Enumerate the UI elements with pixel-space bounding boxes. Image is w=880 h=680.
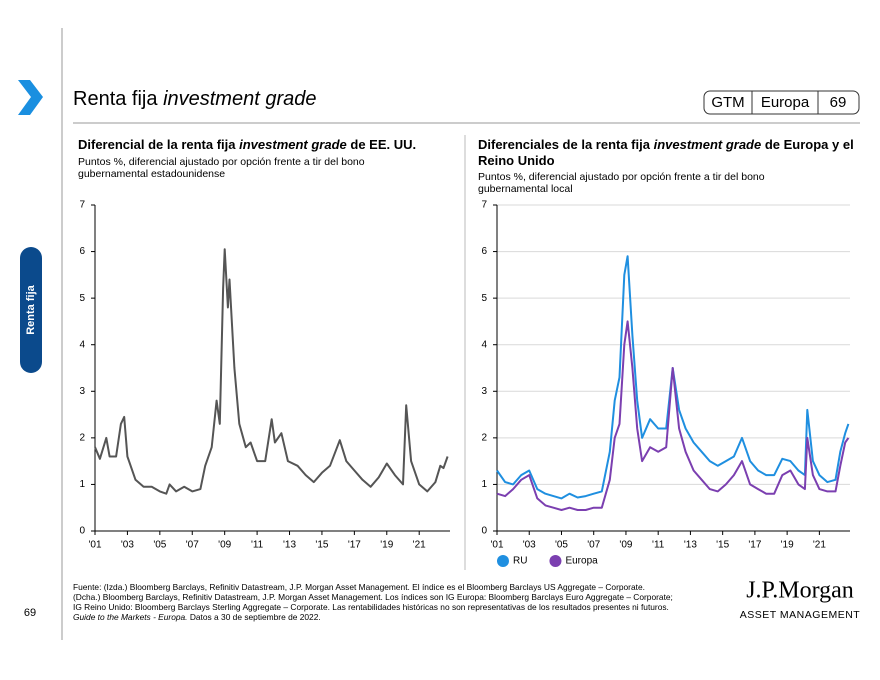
legend-label: Europa xyxy=(565,556,598,567)
chart-title: Diferenciales de la renta fija investmen… xyxy=(478,137,863,169)
x-tick-label: '05 xyxy=(153,540,166,551)
badge xyxy=(703,90,860,115)
logo-sub: ASSET MANAGEMENT xyxy=(740,609,860,621)
footnote-line: IG Reino Unido: Bloomberg Barclays Sterl… xyxy=(73,602,669,612)
y-tick-label: 7 xyxy=(481,200,487,211)
y-tick-label: 4 xyxy=(481,339,487,350)
sidebar-label: Renta fija xyxy=(25,284,37,334)
title-text: Renta fija xyxy=(73,88,164,110)
x-tick-label: '09 xyxy=(218,540,231,551)
x-tick-label: '15 xyxy=(716,540,729,551)
x-tick-label: '13 xyxy=(684,540,697,551)
chart-title-text: investment grade xyxy=(239,137,347,152)
subtitle-line: gubernamental estadounidense xyxy=(78,168,226,180)
x-tick-label: '01 xyxy=(490,540,503,551)
y-tick-label: 5 xyxy=(79,293,85,304)
chevron-icon xyxy=(18,80,43,115)
chart-subtitle: Puntos %, diferencial ajustado por opció… xyxy=(78,156,365,180)
x-tick-label: '21 xyxy=(413,540,426,551)
chart-title-text: investment grade xyxy=(653,137,762,152)
chart-title-text: Diferencial de la renta fija xyxy=(78,137,240,152)
subtitle-line: Puntos %, diferencial ajustado por opció… xyxy=(78,156,365,168)
y-tick-label: 0 xyxy=(481,526,487,537)
footnote: Fuente: (Izda.) Bloomberg Barclays, Refi… xyxy=(73,582,673,622)
legend-label: RU xyxy=(513,556,527,567)
y-tick-label: 1 xyxy=(481,479,487,490)
chart-title-text: de Europa y el Reino Unido xyxy=(478,137,854,168)
x-tick-label: '05 xyxy=(555,540,568,551)
x-tick-label: '13 xyxy=(283,540,296,551)
footnote-line: Fuente: (Izda.) Bloomberg Barclays, Refi… xyxy=(73,582,645,592)
x-tick-label: '17 xyxy=(748,540,761,551)
subtitle-line: gubernamental local xyxy=(478,183,573,195)
line-series xyxy=(496,320,850,511)
y-tick-label: 3 xyxy=(79,386,85,397)
legend-marker xyxy=(549,555,562,567)
x-tick-label: '19 xyxy=(781,540,794,551)
y-tick-label: 2 xyxy=(79,432,85,443)
badge-text: Europa xyxy=(761,94,810,111)
footnote-line: Guide to the Markets - Europa. Datos a 3… xyxy=(73,612,673,622)
line-series xyxy=(94,248,449,495)
page-number: 69 xyxy=(24,607,36,619)
x-tick-label: '21 xyxy=(813,540,826,551)
chart-title: Diferencial de la renta fija investment … xyxy=(78,137,458,153)
x-tick-label: '15 xyxy=(315,540,328,551)
x-tick-label: '19 xyxy=(380,540,393,551)
sidebar-tab xyxy=(20,247,42,373)
y-tick-label: 4 xyxy=(79,339,85,350)
chart-subtitle: Puntos %, diferencial ajustado por opció… xyxy=(478,171,765,195)
y-tick-label: 1 xyxy=(79,479,85,490)
badge-text: 69 xyxy=(830,94,847,111)
x-tick-label: '07 xyxy=(587,540,600,551)
x-tick-label: '11 xyxy=(652,540,665,551)
y-tick-label: 5 xyxy=(481,293,487,304)
y-tick-label: 3 xyxy=(481,386,487,397)
x-tick-label: '07 xyxy=(186,540,199,551)
badge-text: GTM xyxy=(711,94,744,111)
y-tick-label: 2 xyxy=(481,432,487,443)
page-title: Renta fija investment grade xyxy=(73,88,316,111)
y-tick-label: 0 xyxy=(79,526,85,537)
legend-marker xyxy=(497,555,509,567)
subtitle-line: Puntos %, diferencial ajustado por opció… xyxy=(478,171,765,183)
title-text: investment grade xyxy=(163,88,317,110)
footnote-line: (Dcha.) Bloomberg Barclays, Refinitiv Da… xyxy=(73,592,673,602)
x-tick-label: '17 xyxy=(348,540,361,551)
x-tick-label: '09 xyxy=(619,540,632,551)
logo: J.P.Morgan xyxy=(746,578,854,604)
y-tick-label: 7 xyxy=(79,200,85,211)
x-tick-label: '03 xyxy=(523,540,536,551)
y-tick-label: 6 xyxy=(79,246,85,257)
chart-title-text: de EE. UU. xyxy=(346,137,417,152)
footnote-text: Datos a 30 de septiembre de 2022. xyxy=(187,612,321,622)
x-tick-label: '11 xyxy=(251,540,264,551)
x-tick-label: '03 xyxy=(121,540,134,551)
chart-title-text: Diferenciales de la renta fija xyxy=(478,137,654,152)
footnote-text: Guide to the Markets - Europa. xyxy=(73,612,188,622)
x-tick-label: '01 xyxy=(88,540,101,551)
y-tick-label: 6 xyxy=(481,246,487,257)
